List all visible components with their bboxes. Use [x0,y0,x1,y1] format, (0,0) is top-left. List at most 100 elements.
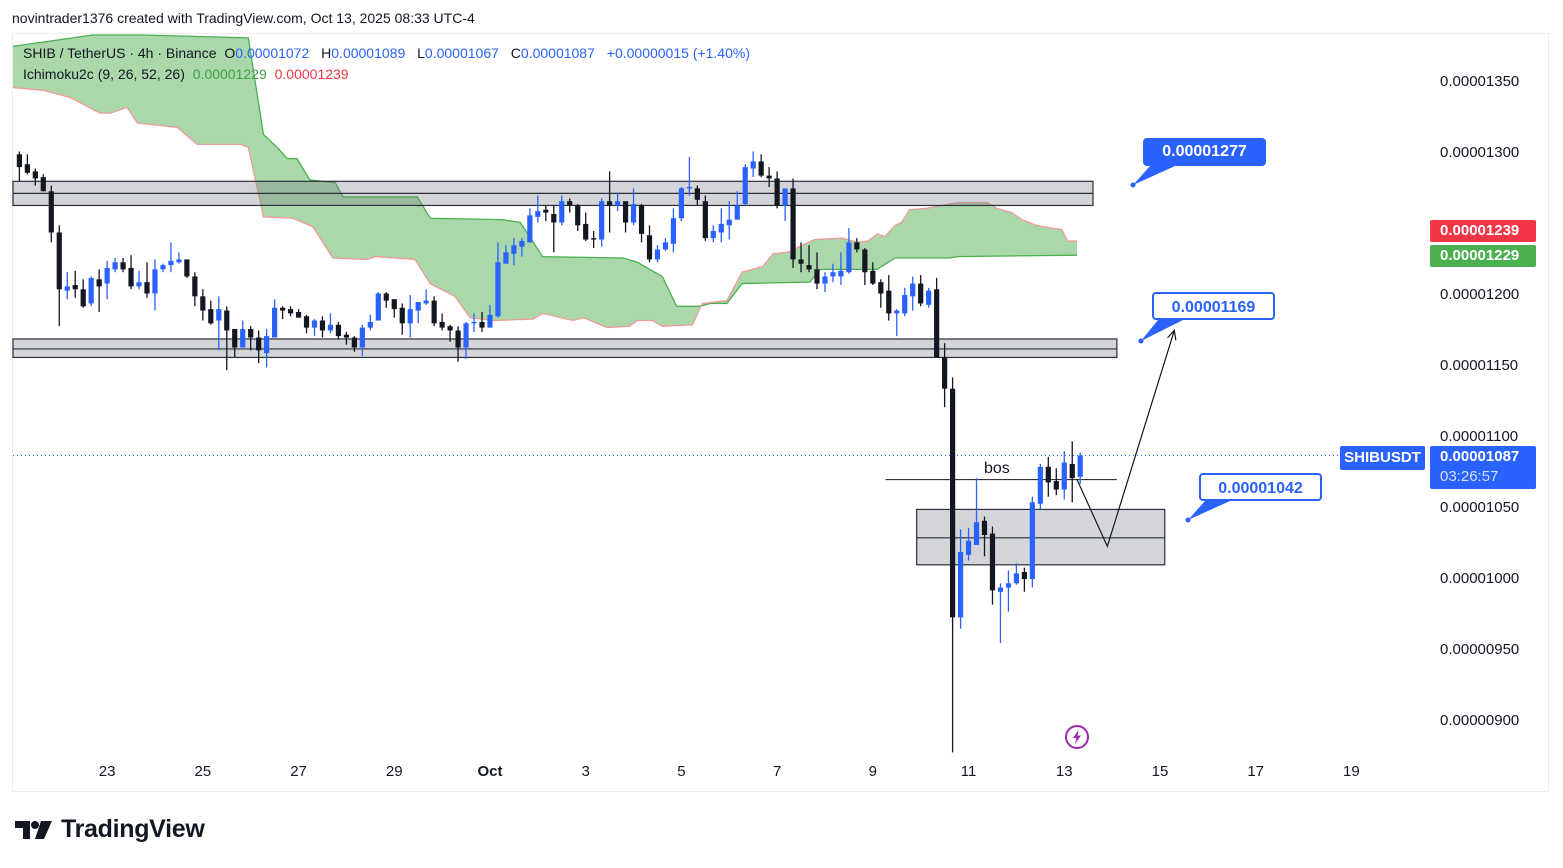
current-price-label: 0.00001087 03:26:57 [1430,446,1536,489]
candle-up [311,320,318,328]
close-value: 0.00001087 [520,45,595,61]
candle-up [88,277,94,304]
current-price-value: 0.00001087 [1440,448,1520,465]
candle-down [439,321,445,328]
bos-label[interactable]: bos [984,460,1010,477]
candle-up [471,321,477,324]
candle-down [48,191,54,233]
callout-pointer-1 [1133,166,1175,185]
candle-up [487,314,493,328]
price-callout-target-high[interactable]: 0.00001277 [1143,138,1266,166]
candle-down [814,269,820,284]
tradingview-logo-icon [15,820,52,839]
candle-down [567,201,573,206]
candle-up [104,267,110,284]
candle-down [319,320,326,331]
candle-down [798,259,804,264]
candle-up [112,262,118,270]
candle-down [24,164,30,173]
time-tick-label: 29 [385,763,403,780]
candle-down [638,205,645,234]
candle-down [646,235,653,260]
symbol-legend: SHIB / TetherUS · 4h · Binance O 0.000010… [23,45,754,61]
candle-up [240,329,246,348]
candle-down [878,282,884,294]
candle-up [423,300,429,304]
time-tick-label: Oct [477,763,503,780]
candle-up [559,201,565,223]
candle-up [272,307,278,338]
indicator-title[interactable]: Ichimoku2c (9, 26, 52, 26) [23,66,185,82]
candle-up [910,283,916,297]
time-tick-label: 15 [1151,763,1169,780]
candle-up [495,262,501,317]
candle-up [654,249,661,260]
candle-down [391,299,397,310]
candle-down [455,330,461,348]
lightning-icon[interactable] [1064,724,1090,750]
candle-up [902,294,908,314]
candle-down [351,337,357,348]
price-callout-entry[interactable]: 0.00001042 [1199,473,1322,501]
candle-up [599,201,605,240]
callout-anchor-1 [1130,182,1136,188]
candle-down [343,334,350,338]
candle-down [144,282,150,294]
candle-down [607,201,613,206]
candle-down [591,238,597,240]
time-tick-label: 17 [1247,763,1265,780]
candle-up [614,201,621,206]
candle-up [359,327,365,348]
candle-down [16,154,22,168]
candle-down [551,213,557,223]
candle-down [56,232,62,290]
candle-down [192,276,198,297]
candle-up [997,587,1004,592]
price-callout-target[interactable]: 0.00001169 [1152,292,1275,320]
candle-up [216,309,222,321]
candle-down [224,310,230,331]
chart-attribution: novintrader1376 created with TradingView… [12,10,475,26]
candle-down [981,520,988,535]
time-tick-label: 5 [677,763,686,780]
candle-up [1013,573,1020,584]
open-label: O [224,45,236,61]
candle-up [511,245,517,254]
symbol-price-label: SHIBUSDT [1340,446,1425,470]
candle-up [750,161,756,169]
candle-down [232,329,238,348]
candle-up [838,270,844,277]
candle-down [120,262,126,270]
symbol-title[interactable]: SHIB / TetherUS · 4h · Binance [23,45,217,61]
candle-down [431,300,437,324]
tradingview-logo[interactable]: TradingView [15,815,205,844]
candle-down [1069,463,1075,479]
candle-up [926,290,932,305]
candle-down [479,321,485,328]
candle-down [1021,571,1027,580]
candle-down [854,242,860,250]
time-tick-label: 13 [1055,763,1073,780]
candle-down [303,316,310,328]
high-label: H [321,45,332,61]
drawing-lines [13,329,1340,549]
callout-anchor-2 [1138,338,1144,344]
callout-pointer-2 [1141,320,1183,341]
candle-up [463,323,469,348]
candle-down [96,279,102,287]
candle-down [279,307,286,311]
candle-up [160,265,166,270]
candle-down [543,209,549,213]
price-tick-label: 0.00000950 [1440,641,1520,659]
candle-up [846,242,852,273]
candle-up [1029,502,1035,580]
candle-up [1037,466,1043,504]
candle-down [208,309,214,324]
price-tick-label: 0.00001150 [1440,356,1519,374]
candle-down [287,309,294,314]
candle-down [949,388,956,618]
span-a-value: 0.00001229 [192,66,267,82]
candle-countdown: 03:26:57 [1440,468,1499,485]
candle-up [168,260,174,266]
